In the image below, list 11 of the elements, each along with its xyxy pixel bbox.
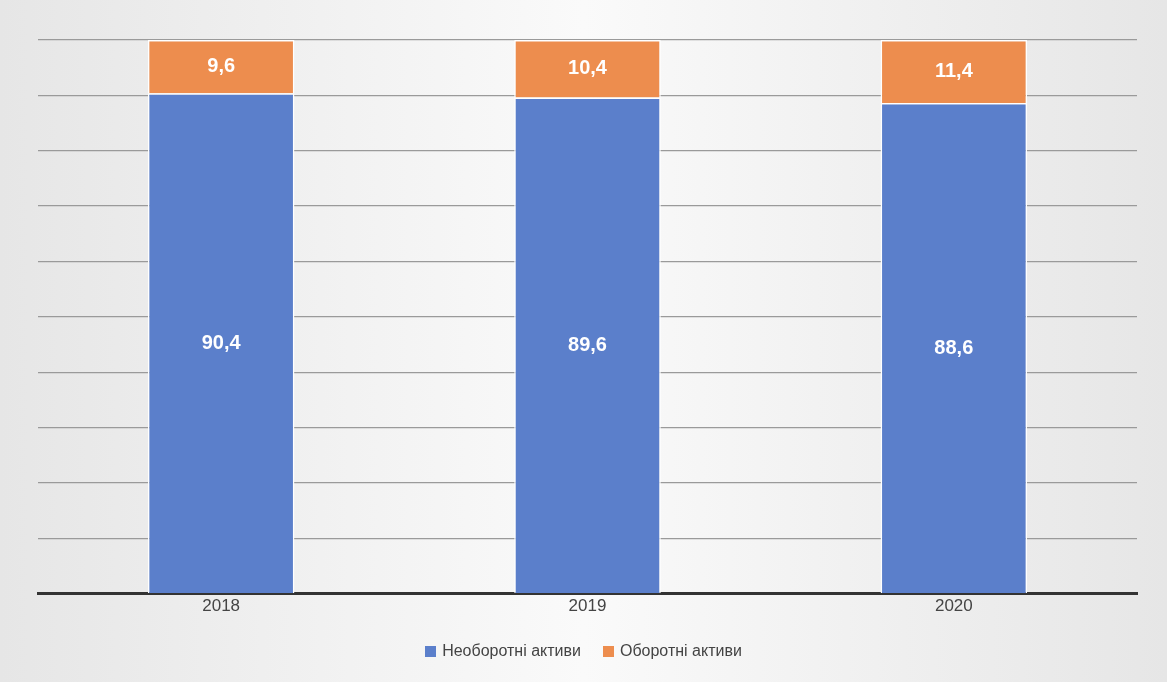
x-tick-label: 2018	[202, 596, 241, 616]
x-tick-label: 2019	[568, 596, 607, 616]
data-label: 90,4	[201, 330, 242, 353]
legend-label: Оборотні активи	[619, 642, 742, 660]
data-label: 11,4	[934, 59, 974, 82]
legend-label: Необоротні активи	[442, 642, 581, 660]
x-tick-label: 2020	[934, 596, 973, 616]
data-label: 10,4	[568, 56, 608, 79]
data-label: 89,6	[568, 332, 607, 355]
data-label: 88,6	[934, 335, 974, 358]
data-label: 9,6	[207, 54, 236, 77]
